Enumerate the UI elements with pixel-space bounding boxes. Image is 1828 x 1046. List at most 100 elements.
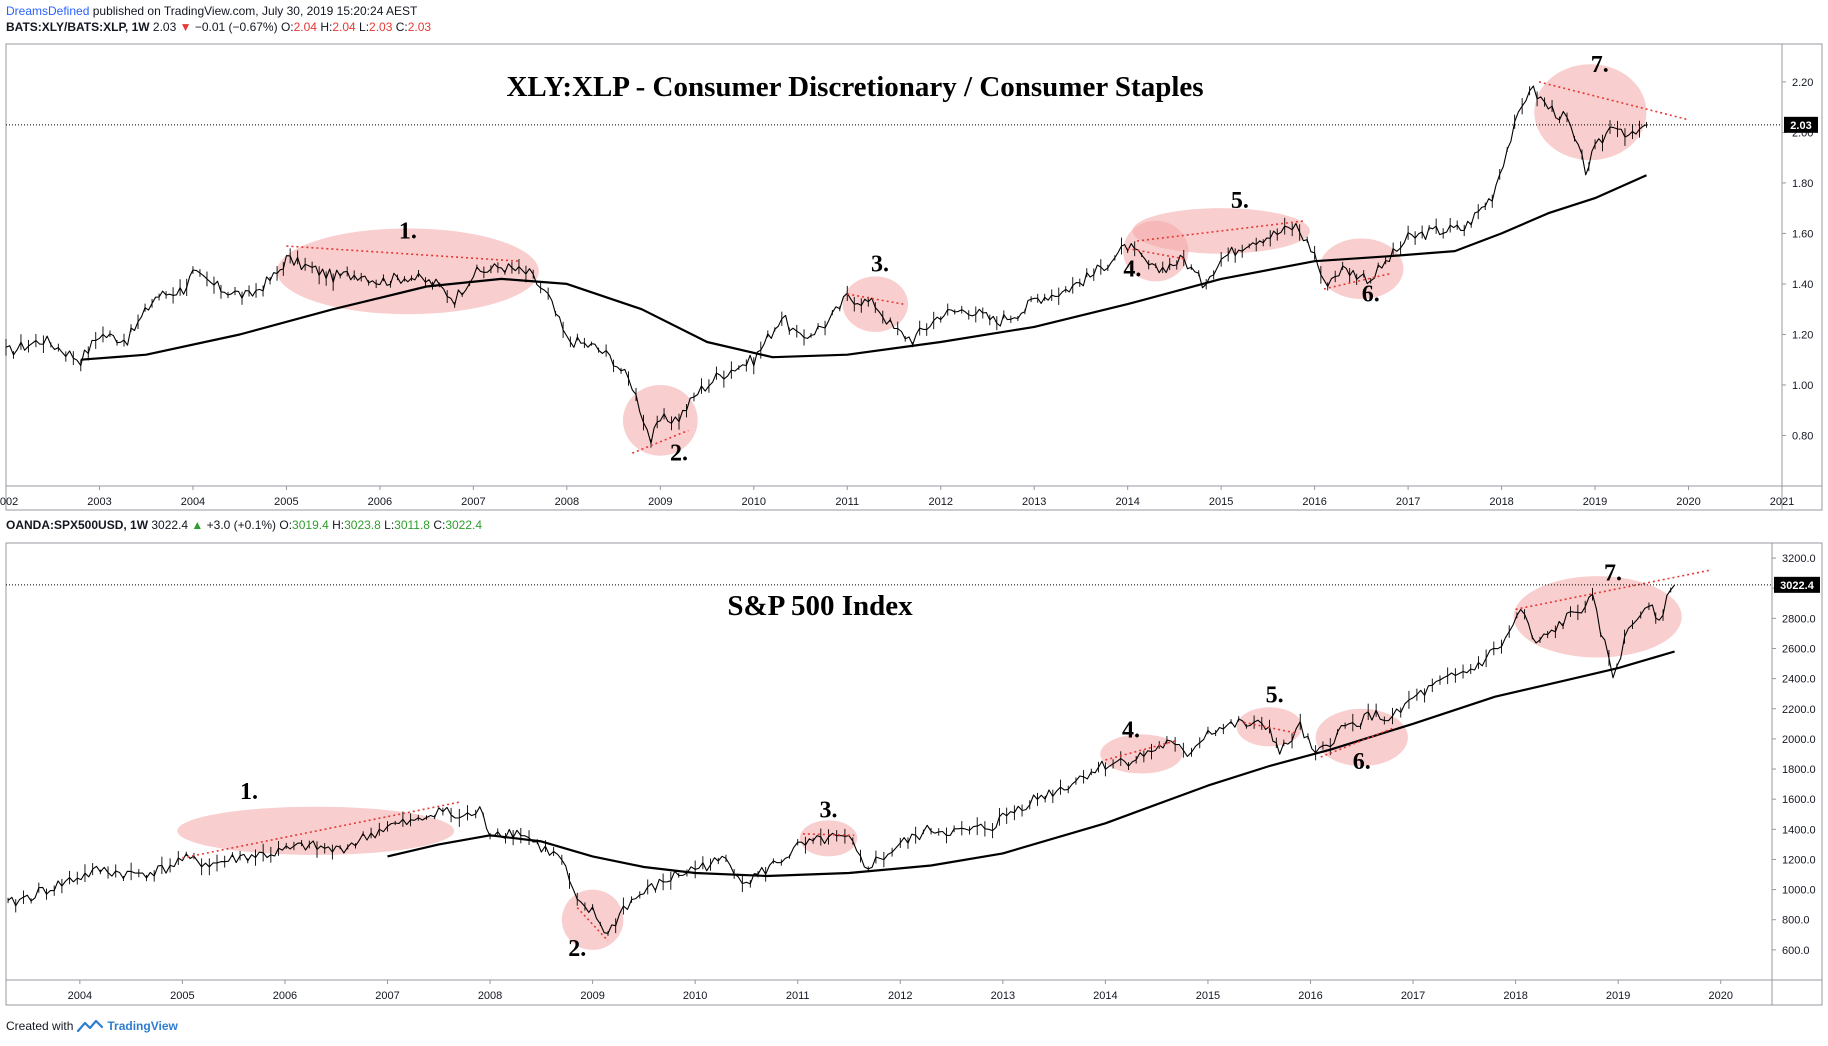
trendline <box>182 801 460 859</box>
trendline <box>1515 569 1711 611</box>
last-price-badge <box>1774 576 1820 593</box>
annotation-label: 6. <box>1353 749 1371 775</box>
high-value: 2.04 <box>332 20 356 34</box>
annotation-label: 6. <box>1362 282 1380 308</box>
close-value: 2.03 <box>407 20 432 34</box>
change-value: −0.01 (−0.67%) <box>194 20 278 34</box>
x-tick-label: 2008 <box>478 990 502 1002</box>
x-tick-label: 2010 <box>742 496 766 508</box>
y-tick-label: 2200.0 <box>1782 704 1816 716</box>
x-tick-label: 2004 <box>68 990 92 1002</box>
x-tick-label: 2013 <box>991 990 1015 1002</box>
x-tick-label: 2005 <box>274 496 298 508</box>
chart-frame <box>5 43 1823 511</box>
annotation-label: 2. <box>568 936 586 962</box>
y-tick-label: 1.60 <box>1792 228 1813 240</box>
x-tick-label: 2008 <box>555 496 579 508</box>
legend-bottom: OANDA:SPX500USD, 1W 3022.4 ▲ +3.0 (+0.1%… <box>6 518 482 532</box>
x-tick-label: 2012 <box>928 496 952 508</box>
x-tick-label: 2015 <box>1209 496 1233 508</box>
chart-xly-xlp[interactable]: 0.801.001.201.401.601.802.002.2020022003… <box>0 43 1823 511</box>
published-text: published on TradingView.com, July 30, 2… <box>92 4 418 18</box>
last-price-badge-text: 3022.4 <box>1780 580 1815 592</box>
y-tick-label: 1200.0 <box>1782 854 1816 866</box>
tradingview-link[interactable]: TradingView <box>107 1019 178 1033</box>
x-tick-label: 2015 <box>1196 990 1220 1002</box>
x-tick-label: 2016 <box>1298 990 1322 1002</box>
x-tick-label: 2018 <box>1489 496 1513 508</box>
annotation-label: 7. <box>1604 561 1622 587</box>
chart-title: S&P 500 Index <box>727 590 913 622</box>
x-tick-label: 2007 <box>375 990 399 1002</box>
x-tick-label: 2017 <box>1401 990 1425 1002</box>
x-tick-label: 2004 <box>181 496 205 508</box>
y-tick-label: 1.40 <box>1792 279 1813 291</box>
annotation-label: 7. <box>1591 52 1609 78</box>
y-tick-label: 600.0 <box>1782 945 1810 957</box>
y-tick-label: 1600.0 <box>1782 794 1816 806</box>
author-link[interactable]: DreamsDefined <box>6 4 90 18</box>
annotation-label: 2. <box>670 441 688 467</box>
last-value: 2.03 <box>152 20 177 34</box>
chart-title: XLY:XLP - Consumer Discretionary / Consu… <box>506 71 1203 103</box>
annotation-label: 5. <box>1266 683 1284 709</box>
trendline <box>631 429 689 454</box>
up-arrow-icon: ▲ <box>191 518 204 532</box>
y-tick-label: 1800.0 <box>1782 764 1816 776</box>
y-tick-label: 2600.0 <box>1782 643 1816 655</box>
highlight-ellipse <box>1132 208 1310 254</box>
highlight-ellipse <box>1319 238 1404 300</box>
last-value: 3022.4 <box>151 518 189 532</box>
low-label: L: <box>384 518 395 532</box>
x-tick-label: 2014 <box>1115 496 1139 508</box>
y-tick-label: 800.0 <box>1782 915 1810 927</box>
x-tick-label: 2007 <box>461 496 485 508</box>
open-value: 2.04 <box>293 20 317 34</box>
change-value: +3.0 (+0.1%) <box>206 518 277 532</box>
y-tick-label: 1.20 <box>1792 329 1813 341</box>
annotation-label: 3. <box>819 797 837 823</box>
open-value: 3019.4 <box>292 518 329 532</box>
x-tick-label: 2009 <box>580 990 604 1002</box>
open-label: O: <box>280 20 294 34</box>
y-tick-label: 1400.0 <box>1782 824 1816 836</box>
trendline <box>802 833 855 837</box>
highlight-ellipse <box>1534 64 1647 161</box>
annotation-label: 1. <box>399 218 417 244</box>
high-label: H: <box>332 518 345 532</box>
trendline <box>286 245 521 263</box>
x-tick-label: 2020 <box>1708 990 1732 1002</box>
price-line <box>5 85 1647 444</box>
close-label: C: <box>433 518 446 532</box>
annotation-label: 3. <box>871 251 889 277</box>
publish-header: DreamsDefined published on TradingView.c… <box>6 4 417 18</box>
annotation-label: 5. <box>1231 188 1249 214</box>
moving-average-line <box>80 174 1647 361</box>
low-label: L: <box>359 20 370 34</box>
created-with-text: Created with <box>6 1019 74 1033</box>
x-tick-label: 2017 <box>1396 496 1420 508</box>
high-value: 3023.8 <box>344 518 381 532</box>
close-label: C: <box>395 20 408 34</box>
open-label: O: <box>279 518 293 532</box>
high-label: H: <box>320 20 333 34</box>
y-tick-label: 1.00 <box>1792 380 1813 392</box>
close-value: 3022.4 <box>445 518 483 532</box>
highlight-ellipse <box>1315 708 1408 767</box>
chart-sp500[interactable]: 600.0 800.0 1000.0 1200.0 1400.0 1600.0 1800.0… <box>5 542 1823 1006</box>
x-tick-label: 2012 <box>888 990 912 1002</box>
trendline <box>1538 81 1689 121</box>
symbol-label[interactable]: OANDA:SPX500USD, 1W <box>6 518 149 532</box>
x-tick-label: 2005 <box>170 990 194 1002</box>
price-line <box>7 584 1676 934</box>
annotation-label: 4. <box>1122 717 1140 743</box>
x-tick-label: 2014 <box>1093 990 1117 1002</box>
y-tick-label: 2.20 <box>1792 77 1813 89</box>
x-tick-label: 2011 <box>835 496 859 508</box>
y-tick-label: 0.80 <box>1792 430 1813 442</box>
symbol-label[interactable]: BATS:XLY/BATS:XLP, 1W <box>6 20 150 34</box>
moving-average-line <box>387 650 1675 878</box>
low-value: 2.03 <box>369 20 393 34</box>
trendline <box>1243 721 1296 734</box>
